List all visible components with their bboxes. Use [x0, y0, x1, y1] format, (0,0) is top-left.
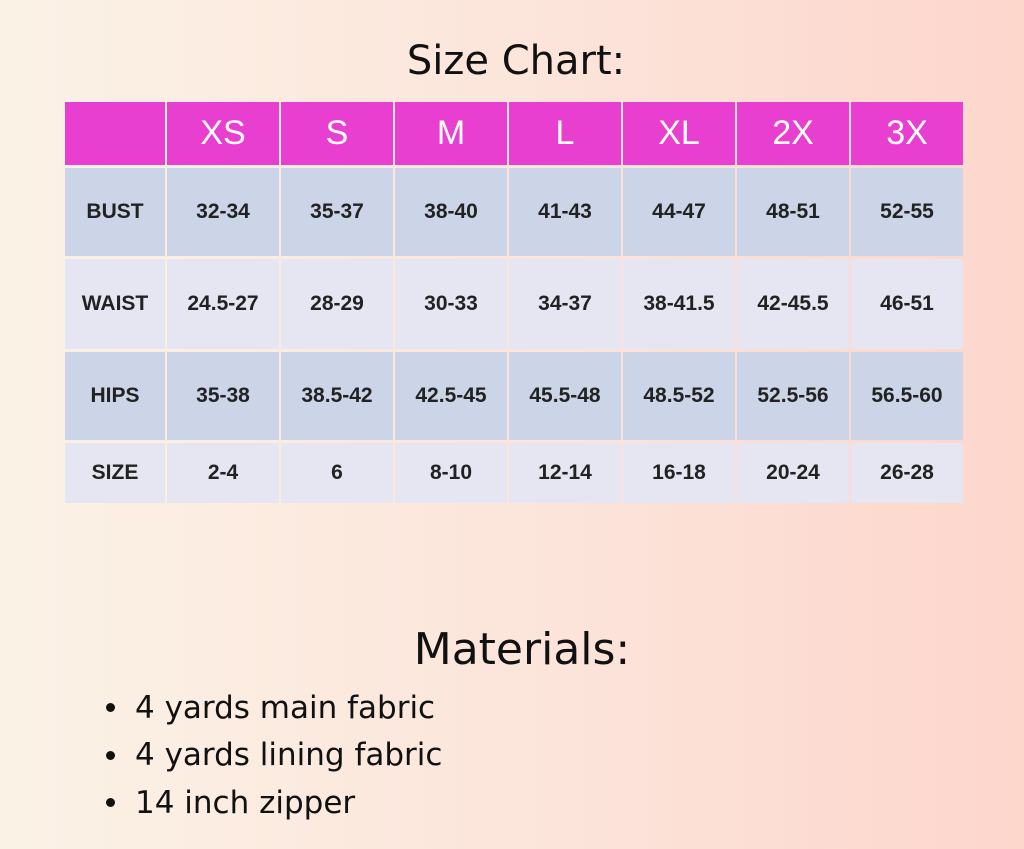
table-cell: 42-45.5 — [737, 259, 849, 349]
table-cell: 8-10 — [395, 443, 507, 503]
header-cell: 2X — [737, 102, 849, 165]
header-cell: M — [395, 102, 507, 165]
table-cell: 38.5-42 — [281, 352, 393, 440]
size-table: XS S M L XL 2X 3X BUST 32-34 35-37 38-40 41-43 44-47… — [65, 102, 963, 503]
title: Size Chart: — [406, 38, 626, 84]
table-cell: 38-41.5 — [623, 259, 735, 349]
row-label: HIPS — [65, 352, 165, 440]
material-item: 4 yards main fabric — [100, 684, 442, 732]
materials-list: 4 yards main fabric 4 yards lining fabric… — [100, 684, 442, 827]
table-cell: 35-38 — [167, 352, 279, 440]
header-cell: XS — [167, 102, 279, 165]
table-cell: 42.5-45 — [395, 352, 507, 440]
row-label: WAIST — [65, 259, 165, 349]
material-item: 14 inch zipper — [100, 779, 442, 827]
table-cell: 45.5-48 — [509, 352, 621, 440]
table-cell: 32-34 — [167, 168, 279, 256]
table-cell: 41-43 — [509, 168, 621, 256]
header-cell: XL — [623, 102, 735, 165]
table-cell: 48-51 — [737, 168, 849, 256]
table-cell: 48.5-52 — [623, 352, 735, 440]
table-cell: 52-55 — [851, 168, 963, 256]
table-cell: 34-37 — [509, 259, 621, 349]
material-item: 4 yards lining fabric — [100, 732, 442, 780]
table-cell: 12-14 — [509, 443, 621, 503]
header-cell: S — [281, 102, 393, 165]
row-label: SIZE — [65, 443, 165, 503]
table-cell: 38-40 — [395, 168, 507, 256]
table-cell: 46-51 — [851, 259, 963, 349]
table-cell: 6 — [281, 443, 393, 503]
table-cell: 35-37 — [281, 168, 393, 256]
table-cell: 52.5-56 — [737, 352, 849, 440]
materials-title: Materials: — [413, 624, 631, 675]
table-cell: 44-47 — [623, 168, 735, 256]
header-cell: 3X — [851, 102, 963, 165]
table-cell: 2-4 — [167, 443, 279, 503]
row-label: BUST — [65, 168, 165, 256]
table-cell: 16-18 — [623, 443, 735, 503]
table-cell: 56.5-60 — [851, 352, 963, 440]
table-cell: 26-28 — [851, 443, 963, 503]
table-cell: 24.5-27 — [167, 259, 279, 349]
table-cell: 30-33 — [395, 259, 507, 349]
header-cell: L — [509, 102, 621, 165]
table-cell: 20-24 — [737, 443, 849, 503]
table-cell: 28-29 — [281, 259, 393, 349]
header-corner — [65, 102, 165, 165]
